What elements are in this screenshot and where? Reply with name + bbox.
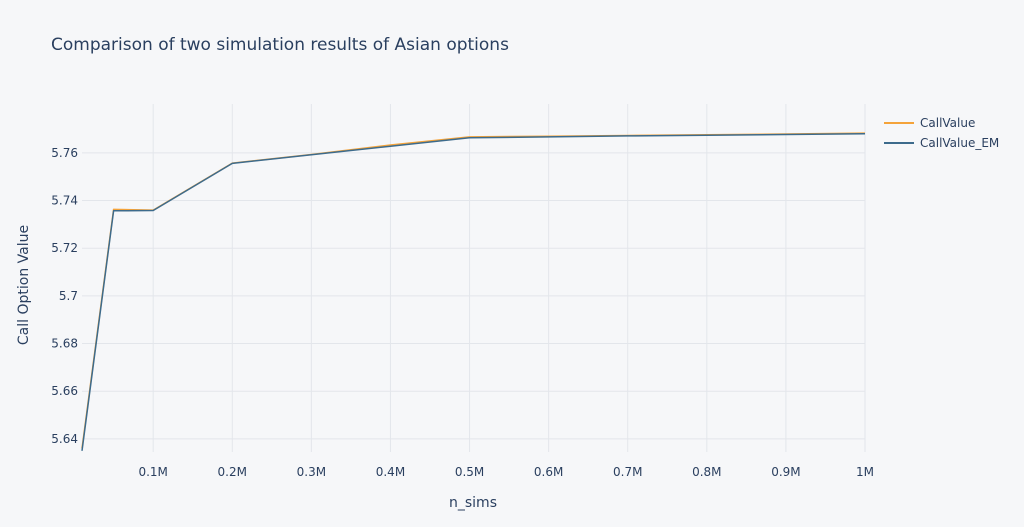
- y-tick-label: 5.66: [51, 384, 78, 398]
- y-tick-label: 5.74: [51, 194, 78, 208]
- legend-label-callvalue: CallValue: [920, 116, 976, 130]
- x-tick-labels: 0.1M 0.2M 0.3M 0.4M 0.5M 0.6M 0.7M 0.8M 0.9M 1M: [138, 465, 874, 479]
- x-tick-label: 0.9M: [771, 465, 800, 479]
- x-tick-label: 0.1M: [138, 465, 167, 479]
- y-tick-label: 5.7: [59, 289, 78, 303]
- y-tick-labels: 5.64 5.66 5.68 5.7 5.72 5.74 5.76: [51, 146, 78, 446]
- x-axis-title: n_sims: [449, 495, 497, 511]
- y-tick-label: 5.76: [51, 146, 78, 160]
- series-layer: [81, 132, 866, 451]
- legend-swatch-callvalue-em: [884, 142, 914, 144]
- y-axis-title: Call Option Value: [16, 225, 32, 345]
- y-tick-label: 5.68: [51, 337, 78, 351]
- y-tick-label: 5.64: [51, 432, 78, 446]
- legend-item-callvalue[interactable]: CallValue: [884, 113, 999, 133]
- x-tick-label: 0.2M: [218, 465, 247, 479]
- legend: CallValue CallValue_EM: [884, 113, 999, 153]
- legend-label-callvalue-em: CallValue_EM: [920, 136, 1000, 150]
- x-tick-label: 0.6M: [534, 465, 563, 479]
- x-tick-label: 1M: [856, 465, 874, 479]
- x-tick-label: 0.7M: [613, 465, 642, 479]
- x-tick-label: 0.4M: [376, 465, 405, 479]
- grid-lines: [82, 104, 866, 452]
- x-tick-label: 0.8M: [692, 465, 721, 479]
- series-line-callvalue-em[interactable]: [81, 133, 866, 451]
- x-tick-label: 0.5M: [455, 465, 484, 479]
- legend-swatch-callvalue: [884, 122, 914, 124]
- chart-title: Comparison of two simulation results of …: [51, 35, 509, 55]
- x-tick-label: 0.3M: [297, 465, 326, 479]
- series-line-callvalue[interactable]: [81, 132, 866, 449]
- legend-item-callvalue-em[interactable]: CallValue_EM: [884, 133, 999, 153]
- y-tick-label: 5.72: [51, 241, 78, 255]
